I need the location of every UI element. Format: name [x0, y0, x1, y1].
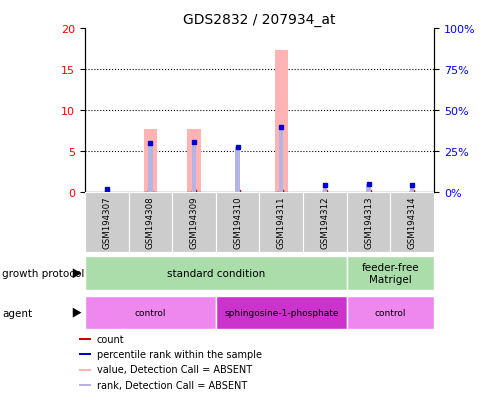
- Bar: [85, 257, 346, 290]
- Bar: [85, 192, 128, 252]
- Bar: [322, 185, 326, 192]
- Bar: [259, 192, 302, 252]
- Bar: [104, 190, 108, 192]
- Title: GDS2832 / 207934_at: GDS2832 / 207934_at: [183, 12, 335, 26]
- Bar: [187, 130, 200, 192]
- Bar: [143, 130, 156, 192]
- Text: rank, Detection Call = ABSENT: rank, Detection Call = ABSENT: [96, 380, 246, 390]
- Text: GSM194312: GSM194312: [320, 196, 329, 248]
- Bar: [274, 51, 287, 192]
- Bar: [390, 192, 433, 252]
- Text: percentile rank within the sample: percentile rank within the sample: [96, 349, 261, 359]
- Text: count: count: [96, 334, 124, 344]
- Bar: [302, 192, 346, 252]
- Bar: [346, 257, 433, 290]
- Text: feeder-free
Matrigel: feeder-free Matrigel: [361, 263, 418, 285]
- Bar: [278, 128, 283, 192]
- Text: standard condition: standard condition: [166, 268, 264, 279]
- Bar: [172, 192, 215, 252]
- Text: GSM194313: GSM194313: [363, 196, 372, 248]
- Bar: [365, 185, 370, 192]
- Text: GSM194307: GSM194307: [102, 196, 111, 248]
- Text: agent: agent: [2, 308, 32, 318]
- Text: sphingosine-1-phosphate: sphingosine-1-phosphate: [224, 309, 338, 317]
- Text: value, Detection Call = ABSENT: value, Detection Call = ABSENT: [96, 365, 251, 375]
- Bar: [235, 147, 239, 192]
- Bar: [128, 192, 172, 252]
- Bar: [78, 369, 91, 371]
- Bar: [191, 143, 196, 192]
- Bar: [409, 185, 413, 192]
- Text: GSM194311: GSM194311: [276, 196, 285, 248]
- Text: control: control: [135, 309, 166, 317]
- Bar: [346, 192, 390, 252]
- Text: GSM194309: GSM194309: [189, 196, 198, 248]
- Bar: [346, 296, 433, 330]
- Text: GSM194314: GSM194314: [407, 196, 416, 248]
- Text: growth protocol: growth protocol: [2, 268, 85, 279]
- Bar: [78, 384, 91, 386]
- Text: control: control: [374, 309, 405, 317]
- Bar: [215, 192, 259, 252]
- Bar: [78, 354, 91, 355]
- Text: GSM194310: GSM194310: [233, 196, 242, 248]
- Bar: [78, 338, 91, 340]
- Bar: [148, 144, 152, 192]
- Bar: [85, 296, 215, 330]
- Text: GSM194308: GSM194308: [146, 196, 154, 248]
- Bar: [215, 296, 346, 330]
